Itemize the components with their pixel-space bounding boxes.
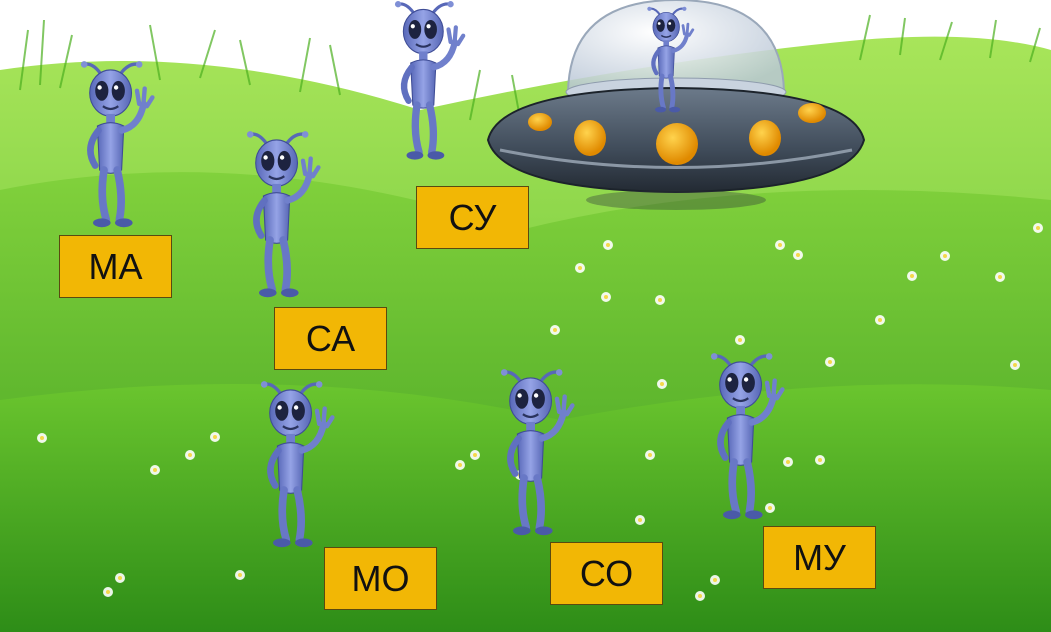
syllable-card-ma[interactable]: МА (59, 235, 172, 298)
syllable-card-mo[interactable]: МО (324, 547, 437, 610)
grass-blades (19, 14, 1041, 121)
syllable-card-su[interactable]: СУ (416, 186, 529, 249)
syllable-card-sa[interactable]: СА (274, 307, 387, 370)
syllable-card-so[interactable]: СО (550, 542, 663, 605)
ufo-icon[interactable] (486, 0, 866, 210)
syllable-card-mu[interactable]: МУ (763, 526, 876, 589)
